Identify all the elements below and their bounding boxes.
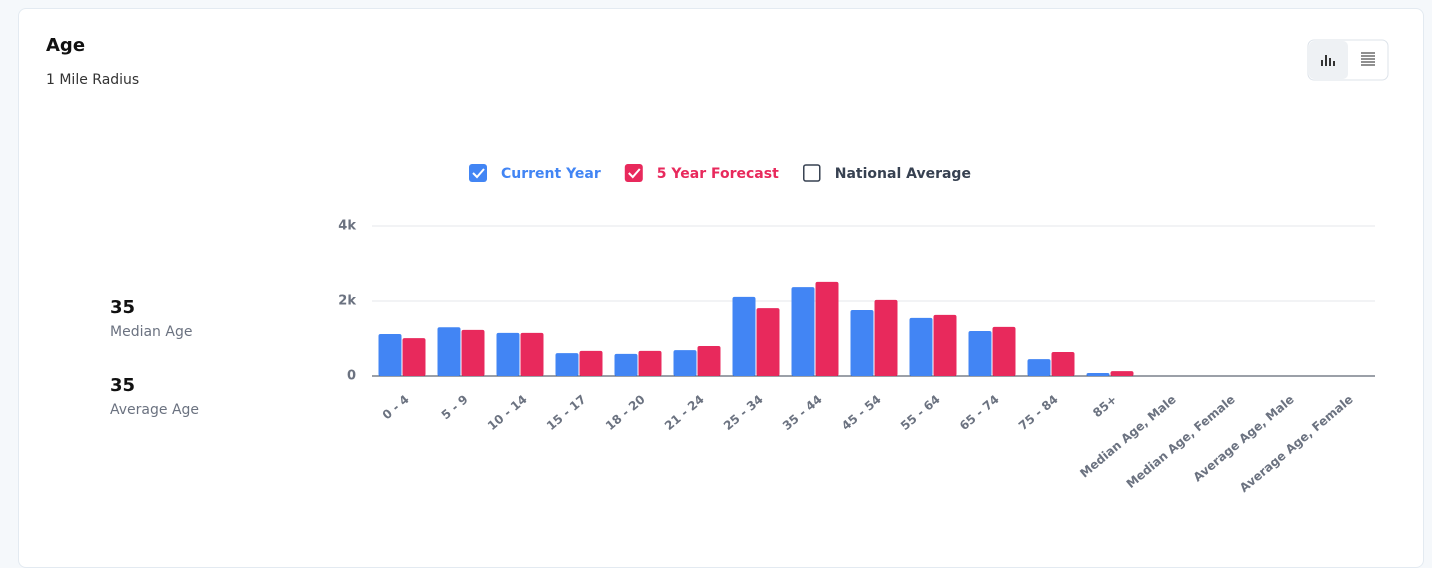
legend-item[interactable]: 5 Year Forecast (624, 164, 779, 182)
bar (579, 350, 603, 376)
x-tick-label: 18 - 20 (603, 392, 648, 433)
bar (992, 326, 1016, 376)
bar (909, 317, 933, 376)
bar (1027, 359, 1051, 376)
bar (402, 338, 426, 376)
bar (1086, 373, 1110, 376)
bar (520, 332, 544, 376)
legend-item[interactable]: Current Year (469, 164, 601, 182)
bar (968, 331, 992, 376)
bar (496, 332, 520, 376)
check-mark (628, 168, 641, 179)
card (18, 8, 1424, 568)
x-tick-label: 75 - 84 (1016, 392, 1061, 433)
x-tick-label: 55 - 64 (898, 392, 943, 433)
title: Age (46, 35, 85, 56)
bar (850, 310, 874, 376)
stat-label: Median Age (110, 324, 192, 340)
subtitle: 1 Mile Radius (46, 72, 139, 88)
bar (697, 346, 721, 376)
bar (555, 353, 579, 376)
bar (874, 299, 898, 376)
legend-checkbox (469, 164, 487, 182)
stat-value: 35 (110, 375, 135, 396)
view-toggle (1307, 39, 1389, 81)
bar (933, 314, 957, 376)
x-tick-label: Median Age, Female (1124, 392, 1238, 491)
x-tick-label: 45 - 54 (839, 392, 884, 433)
x-tick-label: 5 - 9 (439, 392, 471, 422)
x-tick-label: 21 - 24 (662, 392, 707, 433)
bar (461, 329, 485, 376)
bar (437, 327, 461, 376)
x-tick-label: 65 - 74 (957, 392, 1002, 433)
table-view-button[interactable] (1361, 52, 1375, 66)
bar (1051, 352, 1075, 376)
bar (756, 308, 780, 376)
y-tick-label: 2k (338, 294, 356, 309)
x-tick-label: 35 - 44 (780, 392, 825, 433)
legend-checkbox (624, 164, 643, 182)
x-tick-label: 85+ (1090, 392, 1120, 420)
x-tick-label: 10 - 14 (485, 392, 530, 433)
bar (638, 350, 662, 376)
x-tick-label: Median Age, Male (1077, 392, 1178, 480)
legend-label: Current Year (501, 166, 601, 182)
bar (614, 353, 638, 376)
legend-label: National Average (835, 166, 971, 182)
bar (1110, 371, 1134, 376)
bar (815, 281, 839, 376)
bar (732, 296, 756, 376)
stat-value: 35 (110, 297, 135, 318)
x-tick-label: 25 - 34 (721, 392, 766, 433)
x-tick-label: 15 - 17 (544, 392, 589, 433)
legend-checkbox (803, 164, 821, 182)
x-tick-label: Average Age, Male (1191, 392, 1297, 484)
bar (791, 287, 815, 376)
bar-icon (1321, 55, 1335, 66)
check-mark (472, 168, 485, 179)
legend-label: 5 Year Forecast (657, 166, 779, 182)
y-tick-label: 0 (347, 369, 356, 384)
chart-view-button[interactable] (1309, 41, 1348, 79)
stat-label: Average Age (110, 402, 199, 418)
x-tick-label: 0 - 4 (380, 392, 412, 422)
x-tick-label: Average Age, Female (1237, 392, 1356, 495)
legend-item[interactable]: National Average (803, 164, 971, 182)
y-tick-label: 4k (338, 219, 356, 234)
bar (378, 334, 402, 376)
bar (673, 350, 697, 376)
